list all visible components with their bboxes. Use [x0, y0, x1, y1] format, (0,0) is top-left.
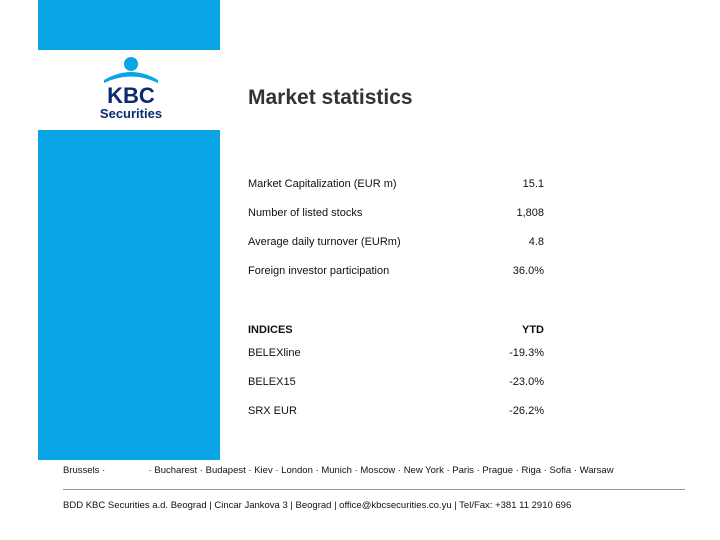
index-value: -26.2% [509, 405, 544, 417]
city-separator: · [541, 465, 550, 476]
city-separator: · [513, 465, 522, 476]
city-name: Sofia [549, 465, 572, 476]
city-separator: · [245, 465, 255, 476]
city-name: Riga [521, 465, 542, 476]
footer-divider [63, 489, 685, 490]
city-name: Brussels [63, 465, 100, 476]
index-row: SRX EUR -26.2% [248, 405, 548, 421]
stat-label: Number of listed stocks [248, 207, 363, 219]
svg-text:KBC: KBC [107, 83, 155, 108]
stat-label: Average daily turnover (EURm) [248, 236, 401, 248]
city-name: Budapest [205, 465, 246, 476]
footer-contact: BDD KBC Securities a.d. Beograd | Cincar… [63, 500, 572, 511]
city-name: Bucharest [154, 465, 198, 476]
stat-value: 1,808 [516, 207, 544, 219]
index-label: BELEX15 [248, 376, 296, 388]
city-separator: · [272, 465, 282, 476]
index-label: SRX EUR [248, 405, 297, 417]
stat-label: Market Capitalization (EUR m) [248, 178, 397, 190]
city-name: New York [403, 465, 444, 476]
city-separator: · [351, 465, 361, 476]
city-separator: · [145, 465, 155, 476]
city-name: London [281, 465, 313, 476]
city-separator: · [99, 465, 108, 476]
side-blue-band [38, 130, 220, 460]
stat-row: Market Capitalization (EUR m) 15.1 [248, 178, 548, 194]
kbc-securities-logo: KBC Securities [96, 56, 166, 121]
kbc-logo-icon: KBC Securities [100, 57, 162, 121]
stat-row: Foreign investor participation 36.0% [248, 265, 548, 281]
stat-row: Average daily turnover (EURm) 4.8 [248, 236, 548, 252]
stat-row: Number of listed stocks 1,808 [248, 207, 548, 223]
index-value: -19.3% [509, 347, 544, 359]
indices-header-label: INDICES [248, 324, 293, 336]
office-cities-list: Brussels · Belgrade · Bucharest · Budape… [63, 465, 614, 476]
top-blue-band [38, 0, 220, 50]
city-name: Paris [452, 465, 474, 476]
index-row: BELEXline -19.3% [248, 347, 548, 363]
city-separator: · [571, 465, 580, 476]
svg-text:Securities: Securities [100, 106, 162, 120]
city-name: Prague [482, 465, 514, 476]
stat-value: 4.8 [528, 236, 544, 248]
index-row: BELEX15 -23.0% [248, 376, 548, 392]
city-separator: · [197, 465, 206, 476]
page-title: Market statistics [248, 86, 413, 109]
index-label: BELEXline [248, 347, 301, 359]
city-name: Belgrade [107, 465, 146, 476]
city-separator: · [312, 465, 322, 476]
indices-header: INDICES YTD [248, 324, 548, 340]
city-name: Warsaw [579, 465, 614, 476]
city-name: Kiev [254, 465, 273, 476]
city-separator: · [443, 465, 453, 476]
indices-header-value: YTD [522, 324, 544, 336]
city-separator: · [395, 465, 404, 476]
stat-value: 36.0% [512, 265, 544, 277]
stat-value: 15.1 [522, 178, 544, 190]
city-name: Moscow [360, 465, 396, 476]
city-separator: · [473, 465, 483, 476]
stat-label: Foreign investor participation [248, 265, 390, 277]
city-name: Munich [321, 465, 352, 476]
index-value: -23.0% [509, 376, 544, 388]
